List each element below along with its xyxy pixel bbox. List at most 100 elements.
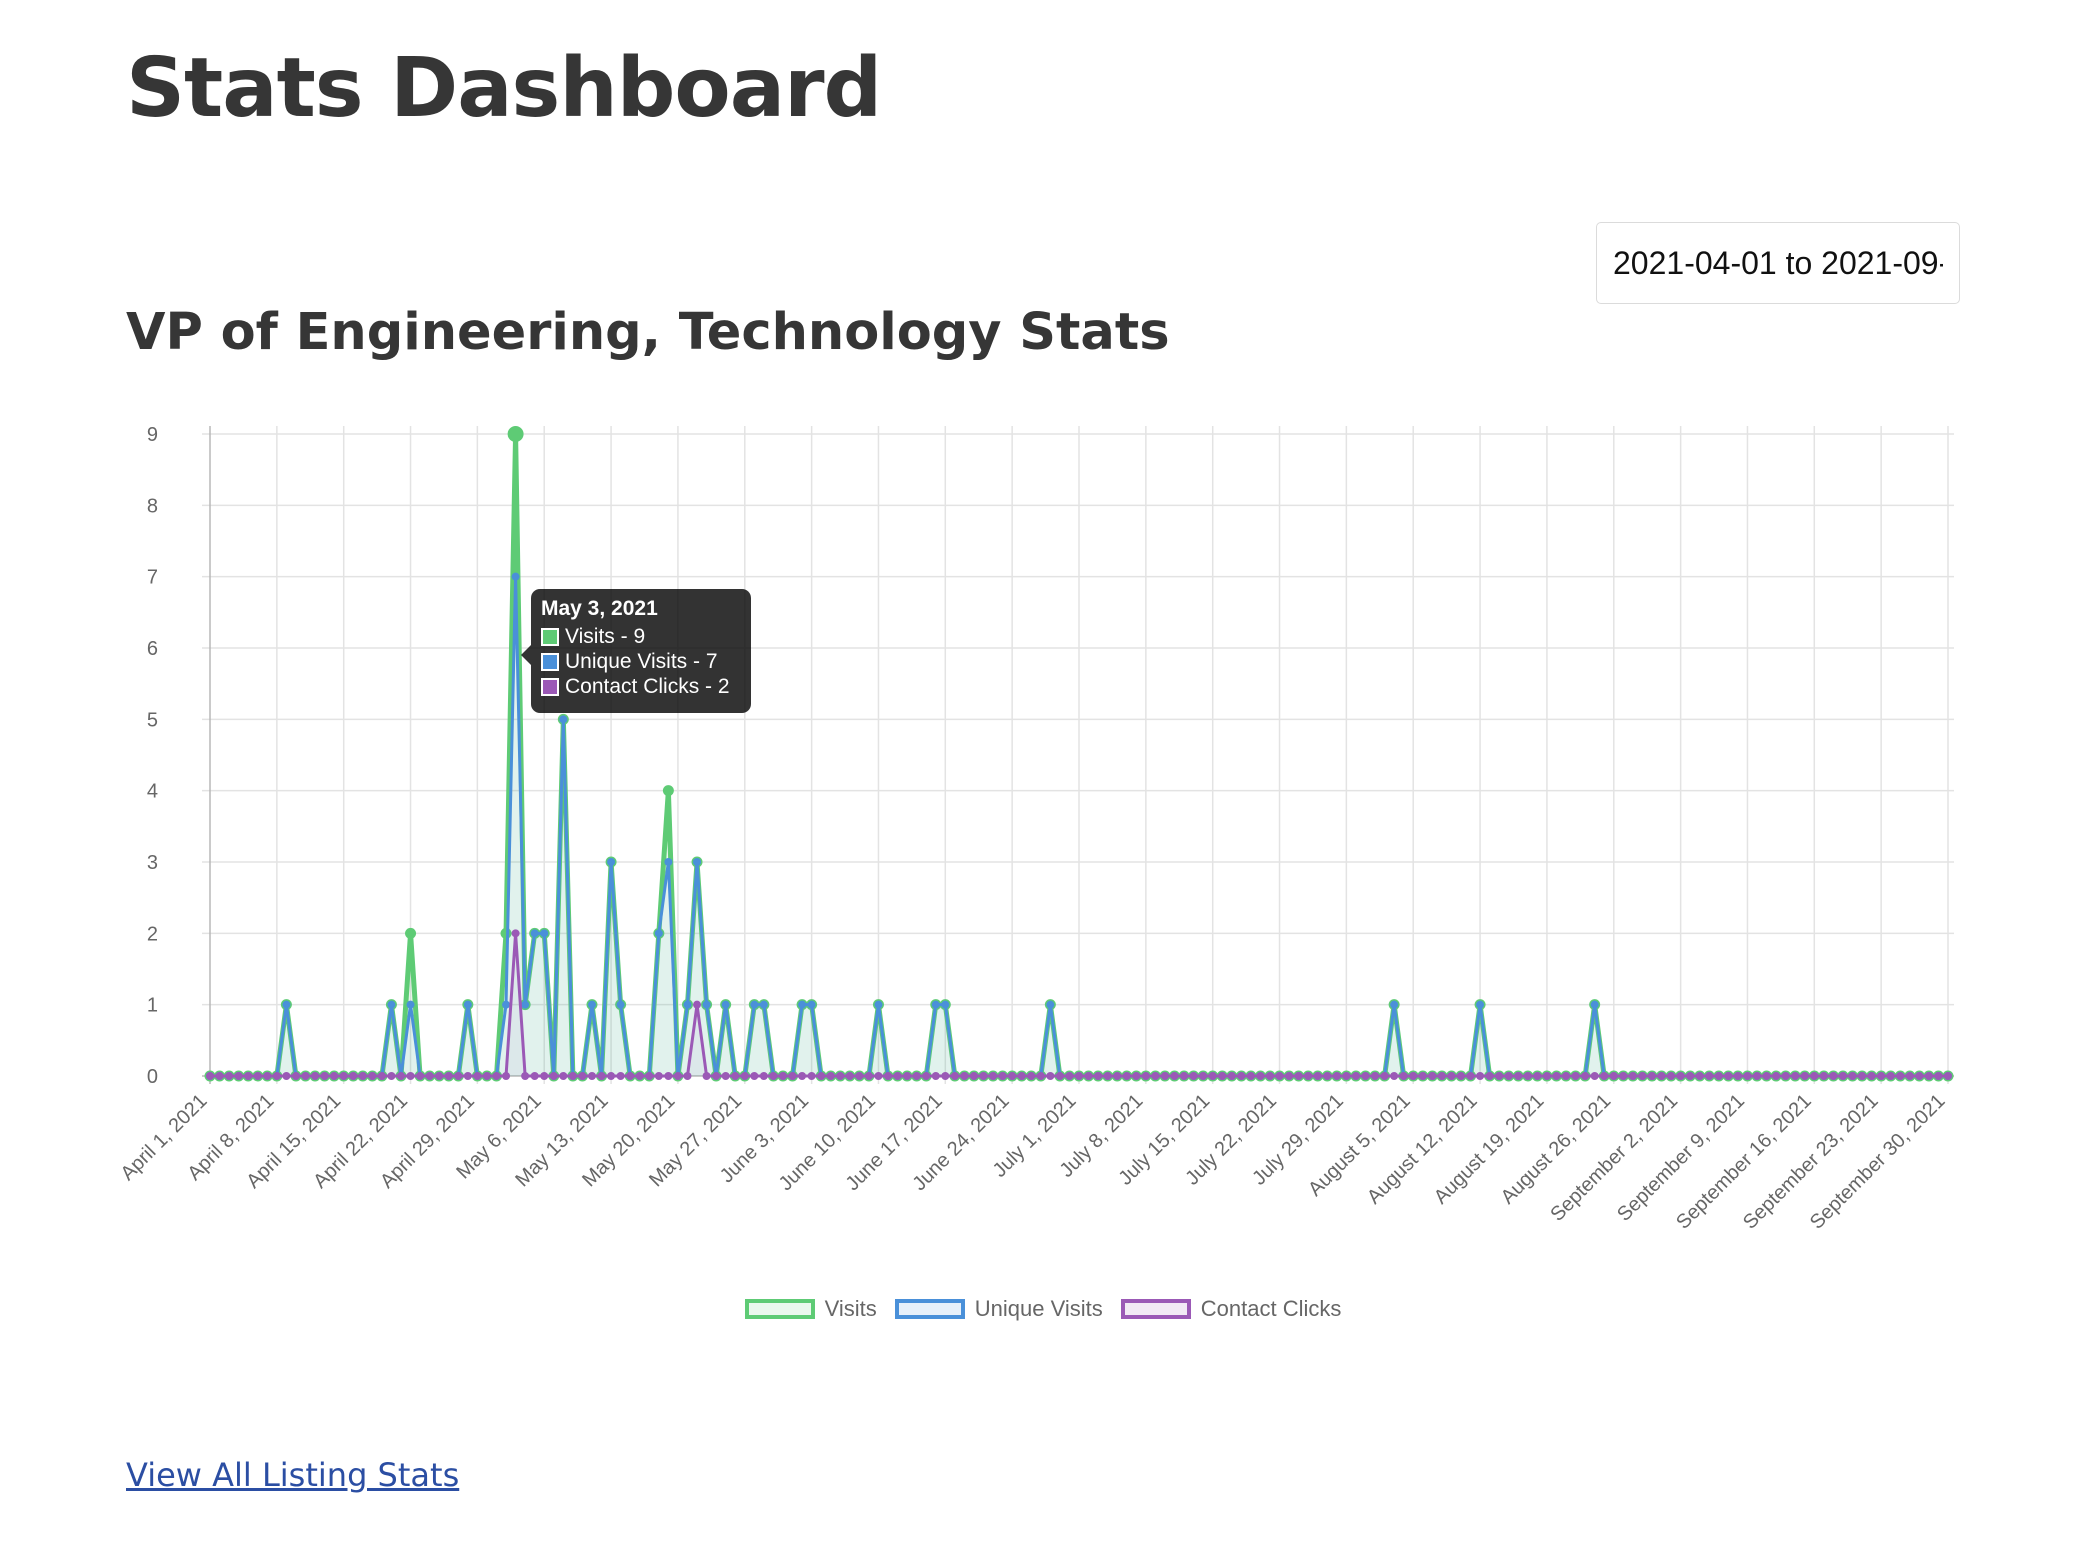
- unique-visits-point: [521, 1000, 530, 1009]
- contact-clicks-point: [1772, 1072, 1781, 1080]
- contact-clicks-point: [1590, 1072, 1599, 1080]
- date-range-input[interactable]: [1596, 222, 1960, 304]
- unique-visits-point: [616, 1000, 625, 1009]
- contact-clicks-point: [817, 1072, 826, 1080]
- y-tick-label: 6: [147, 638, 158, 660]
- unique-visits-point: [1046, 1000, 1055, 1009]
- contact-clicks-point: [1476, 1072, 1485, 1080]
- x-tick-label: September 30, 2021: [1806, 1090, 1950, 1234]
- contact-clicks-point: [1390, 1072, 1399, 1080]
- contact-clicks-point: [950, 1072, 959, 1080]
- unique-visits-point: [540, 929, 549, 938]
- unique-visits-point: [702, 1000, 711, 1009]
- contact-clicks-point: [1036, 1072, 1045, 1080]
- contact-clicks-point: [1132, 1072, 1141, 1080]
- contact-clicks-point: [521, 1072, 530, 1080]
- contact-clicks-point: [845, 1072, 854, 1080]
- visits-point: [662, 785, 674, 797]
- unique-visits-point: [931, 1000, 940, 1009]
- contact-clicks-point: [1686, 1072, 1695, 1080]
- page-title: Stats Dashboard: [126, 41, 882, 136]
- contact-clicks-point: [1743, 1072, 1752, 1080]
- contact-clicks-point: [1055, 1072, 1064, 1080]
- contact-clicks-point: [206, 1072, 214, 1080]
- contact-clicks-point: [778, 1072, 787, 1080]
- legend-item[interactable]: Unique Visits: [894, 1296, 1103, 1322]
- contact-clicks-point: [1313, 1072, 1322, 1080]
- legend-swatch: [894, 1299, 965, 1319]
- contact-clicks-point: [654, 1072, 663, 1080]
- unique-visits-point: [654, 929, 663, 938]
- contact-clicks-point: [482, 1072, 491, 1080]
- y-tick-label: 5: [147, 709, 158, 731]
- contact-clicks-point: [635, 1072, 644, 1080]
- contact-clicks-point: [1008, 1072, 1017, 1080]
- contact-clicks-point: [1810, 1072, 1819, 1080]
- contact-clicks-point: [731, 1072, 740, 1080]
- contact-clicks-point: [263, 1072, 272, 1080]
- x-tick-label: September 2, 2021: [1546, 1090, 1682, 1226]
- contact-clicks-point: [1791, 1072, 1800, 1080]
- legend-label: Unique Visits: [974, 1296, 1103, 1321]
- unique-visits-point: [587, 1000, 596, 1009]
- contact-clicks-point: [435, 1072, 444, 1080]
- contact-clicks-point: [320, 1072, 329, 1080]
- contact-clicks-point: [492, 1072, 501, 1080]
- unique-visits-point: [282, 1000, 291, 1009]
- unique-visits-point: [387, 1000, 396, 1009]
- contact-clicks-point: [1371, 1072, 1380, 1080]
- contact-clicks-point: [788, 1072, 797, 1080]
- contact-clicks-point: [1905, 1072, 1914, 1080]
- contact-clicks-point: [1886, 1072, 1895, 1080]
- contact-clicks-point: [1562, 1072, 1571, 1080]
- contact-clicks-point: [1638, 1072, 1647, 1080]
- tooltip-row-text: Unique Visits - 7: [565, 650, 718, 673]
- unique-visits-point: [721, 1000, 730, 1009]
- contact-clicks-point: [769, 1072, 778, 1080]
- contact-clicks-point: [1227, 1072, 1236, 1080]
- contact-clicks-point: [1084, 1072, 1093, 1080]
- contact-clicks-point: [683, 1072, 692, 1080]
- contact-clicks-point: [1924, 1072, 1933, 1080]
- unique-visits-point: [463, 1000, 472, 1009]
- unique-visits-point: [530, 929, 539, 938]
- contact-clicks-point: [922, 1072, 931, 1080]
- unique-visits-point: [511, 572, 520, 581]
- contact-clicks-point: [282, 1072, 291, 1080]
- contact-clicks-point: [1399, 1072, 1408, 1080]
- legend-item[interactable]: Visits: [744, 1296, 877, 1322]
- contact-clicks-point: [1113, 1072, 1122, 1080]
- contact-clicks-point: [244, 1072, 253, 1080]
- chart-legend: Visits Unique Visits Contact Clicks: [0, 1296, 2086, 1322]
- contact-clicks-point: [693, 1000, 702, 1009]
- contact-clicks-point: [1065, 1072, 1074, 1080]
- contact-clicks-point: [377, 1072, 386, 1080]
- legend-item[interactable]: Contact Clicks: [1120, 1296, 1341, 1322]
- visits-point: [405, 927, 417, 939]
- contact-clicks-point: [1361, 1072, 1370, 1080]
- contact-clicks-point: [1858, 1072, 1867, 1080]
- contact-clicks-point: [1552, 1072, 1561, 1080]
- view-all-listing-stats-link[interactable]: View All Listing Stats: [126, 1456, 460, 1494]
- contact-clicks-point: [502, 1072, 511, 1080]
- contact-clicks-point: [702, 1072, 711, 1080]
- contact-clicks-point: [1781, 1072, 1790, 1080]
- contact-clicks-point: [979, 1072, 988, 1080]
- y-tick-label: 0: [147, 1066, 158, 1088]
- contact-clicks-point: [253, 1072, 262, 1080]
- tooltip-row-text: Contact Clicks - 2: [565, 675, 730, 698]
- contact-clicks-point: [349, 1072, 358, 1080]
- contact-clicks-point: [473, 1072, 482, 1080]
- contact-clicks-point: [425, 1072, 434, 1080]
- contact-clicks-point: [1332, 1072, 1341, 1080]
- contact-clicks-point: [358, 1072, 367, 1080]
- unique-visits-point: [1390, 1000, 1399, 1009]
- contact-clicks-point: [1246, 1072, 1255, 1080]
- contact-clicks-point: [1418, 1072, 1427, 1080]
- contact-clicks-point: [1829, 1072, 1838, 1080]
- unique-visits-point: [664, 858, 673, 866]
- contact-clicks-point: [1122, 1072, 1131, 1080]
- contact-clicks-point: [1504, 1072, 1513, 1080]
